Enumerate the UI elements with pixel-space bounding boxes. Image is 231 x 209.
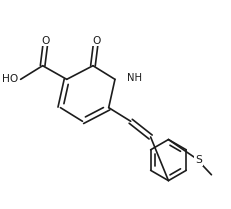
Text: HO: HO — [2, 74, 18, 84]
Text: S: S — [195, 155, 202, 165]
Text: O: O — [92, 36, 100, 46]
Text: O: O — [42, 36, 50, 46]
Text: NH: NH — [127, 73, 142, 83]
